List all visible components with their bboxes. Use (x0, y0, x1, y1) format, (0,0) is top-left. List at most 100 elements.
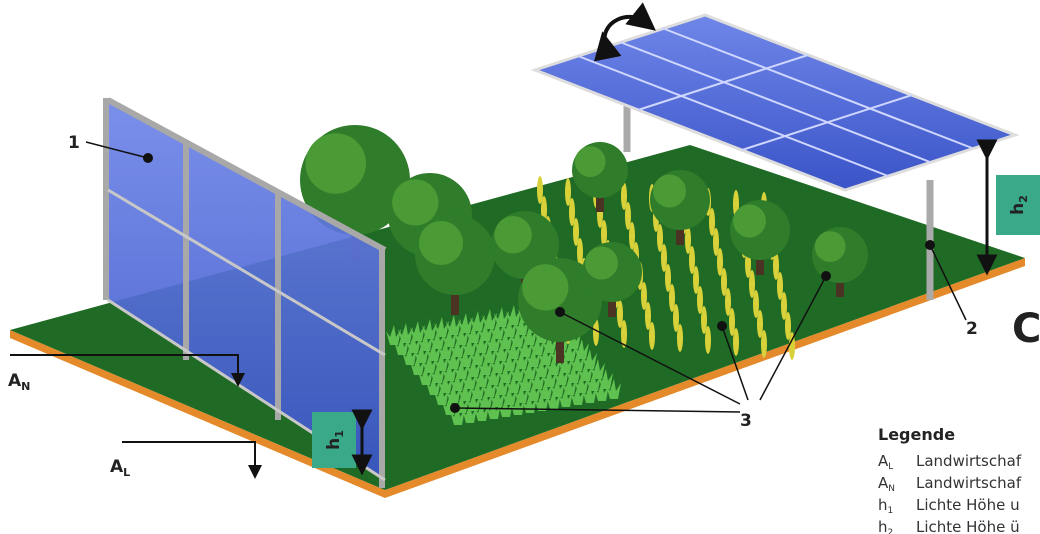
vegetation (300, 125, 868, 425)
wheat (621, 182, 627, 210)
wheat (773, 252, 779, 280)
grass (558, 353, 573, 373)
wheat (721, 268, 727, 296)
tree-crown (494, 216, 532, 254)
grass (450, 337, 465, 357)
grass (510, 327, 525, 347)
wheat (673, 304, 679, 332)
label-2: 2 (966, 319, 978, 339)
variant-label: C (1012, 306, 1040, 352)
grass (474, 333, 489, 353)
grass (598, 369, 613, 389)
tree-crown (733, 204, 766, 238)
grass (574, 373, 589, 393)
symbol-main: h (878, 496, 888, 514)
tree-crown (653, 174, 686, 208)
symbol-main: A (878, 474, 889, 492)
grass (502, 317, 517, 337)
grass (514, 315, 529, 335)
legend-text: Lichte Höhe u (916, 496, 1020, 514)
trunk (756, 248, 764, 275)
grass (398, 323, 413, 343)
grass (546, 389, 561, 409)
wheat (621, 320, 627, 348)
wheat (685, 226, 691, 254)
wheat (669, 284, 675, 312)
al-label: AL (110, 457, 130, 479)
trunk (451, 279, 459, 315)
grass (586, 371, 601, 391)
wheat (785, 312, 791, 340)
grass (462, 403, 477, 423)
grass (482, 377, 497, 397)
grass (578, 361, 593, 381)
grass (594, 381, 609, 401)
wheat (777, 272, 783, 300)
grass (454, 325, 469, 345)
grass (582, 349, 597, 369)
grass (570, 351, 585, 371)
grass (470, 311, 485, 331)
wheat (593, 318, 599, 346)
wheat (565, 178, 571, 206)
trunk (556, 325, 564, 363)
symbol-sub: 2 (888, 528, 894, 534)
grass (522, 325, 537, 345)
grass (510, 361, 525, 381)
grass (426, 341, 441, 361)
grass (422, 319, 437, 339)
legend-text: Landwirtschaf (916, 474, 1022, 492)
grass (458, 381, 473, 401)
grass (562, 375, 577, 395)
grass (538, 379, 553, 399)
tree-crown (419, 221, 463, 265)
wheat (701, 306, 707, 334)
grass (470, 379, 485, 399)
grass (394, 335, 409, 355)
grass (462, 335, 477, 355)
grass (526, 381, 541, 401)
grass (462, 369, 477, 389)
wheat (749, 270, 755, 298)
grass (446, 315, 461, 335)
symbol-sub: L (888, 462, 893, 472)
grass (466, 357, 481, 377)
grass (514, 349, 529, 369)
grass (542, 333, 557, 353)
tree-crown (522, 264, 569, 311)
wheat (761, 330, 767, 358)
wheat (617, 300, 623, 328)
grass (522, 393, 537, 413)
wheat (729, 308, 735, 336)
grass (410, 355, 425, 375)
h1-box (312, 412, 356, 468)
grass (474, 401, 489, 421)
grass (562, 341, 577, 361)
grass (446, 349, 461, 369)
tree-crown (392, 179, 439, 226)
legend-symbol: h1 (878, 496, 893, 516)
grass (418, 365, 433, 385)
wheat (697, 286, 703, 314)
grass (514, 383, 529, 403)
grass (490, 353, 505, 373)
legend-symbol: AN (878, 474, 895, 494)
wheat (577, 238, 583, 266)
grass (546, 355, 561, 375)
grass (502, 385, 517, 405)
grass (482, 343, 497, 363)
grass (430, 363, 445, 383)
wheat (569, 198, 575, 226)
grass (430, 329, 445, 349)
legend-symbol: AL (878, 452, 893, 472)
grass (438, 339, 453, 359)
wheat (537, 176, 543, 204)
grass (402, 345, 417, 365)
grass (454, 359, 469, 379)
trunk (608, 290, 616, 317)
wheat (657, 224, 663, 252)
tree-crown (814, 231, 846, 262)
grass (506, 305, 521, 325)
wheat (733, 328, 739, 356)
